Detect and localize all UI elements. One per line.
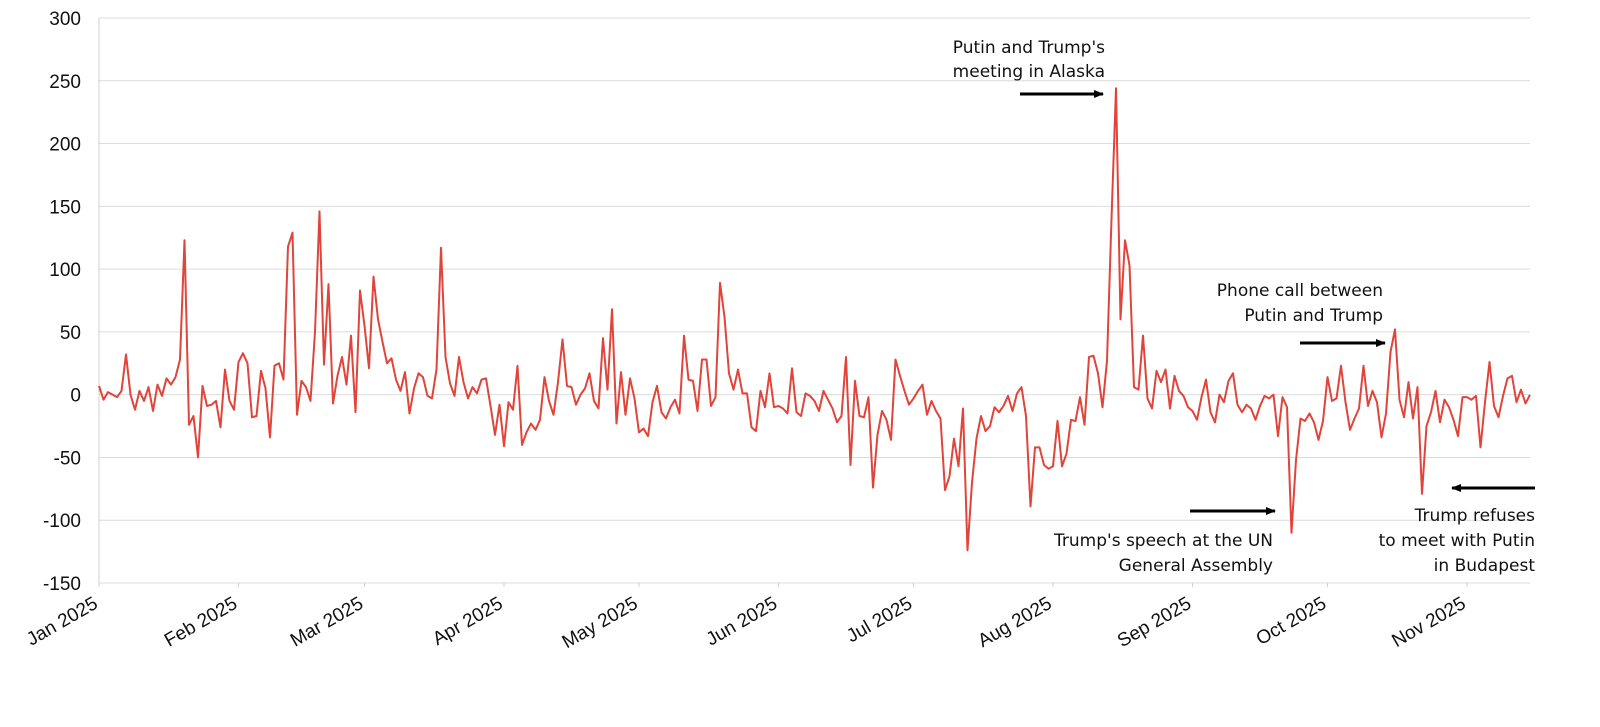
x-tick-label: Jan 2025 [23, 593, 101, 650]
plot [98, 87, 1531, 552]
annotation: Trump refuses to meet with Putin in Buda… [1379, 484, 1536, 576]
data-line [98, 87, 1531, 552]
y-tick-label: -150 [43, 574, 81, 595]
y-tick-label: 250 [49, 72, 81, 93]
x-tick-label: Nov 2025 [1389, 593, 1470, 652]
y-tick-label: 200 [49, 135, 81, 156]
annotation: Phone call between Putin and Trump [1217, 281, 1386, 347]
x-tick-label: May 2025 [559, 593, 642, 653]
annotation-text: in Budapest [1434, 556, 1536, 576]
x-tick-label: Jun 2025 [703, 593, 781, 650]
x-tick-label: Jul 2025 [843, 593, 916, 647]
x-tick-label: Apr 2025 [429, 593, 506, 650]
annotation-text: to meet with Putin [1379, 531, 1535, 551]
x-tick-label: Mar 2025 [287, 593, 367, 651]
y-tick-label: 100 [49, 260, 81, 281]
y-tick-label: 50 [60, 323, 81, 344]
grid [99, 17, 1530, 584]
annotation: Putin and Trump's meeting in Alaska [953, 38, 1105, 98]
annotation: Trump's speech at the UN General Assembl… [1053, 507, 1276, 576]
y-tick-label: 300 [49, 9, 81, 30]
x-tick-label: Feb 2025 [161, 593, 241, 651]
annotation-text: Phone call between [1217, 281, 1383, 301]
annotation-text: Putin and Trump [1244, 306, 1383, 326]
x-tick-label: Sep 2025 [1114, 593, 1195, 652]
annotation-text: meeting in Alaska [953, 62, 1105, 82]
annotation-text: Trump refuses [1414, 506, 1536, 526]
x-tick-label: Oct 2025 [1253, 593, 1330, 650]
y-tick-label: 0 [70, 386, 81, 407]
annotation-text: General Assembly [1119, 556, 1273, 576]
y-tick-label: -100 [43, 511, 81, 532]
x-tick-label: Aug 2025 [975, 593, 1056, 652]
y-tick-label: 150 [49, 197, 81, 218]
y-tick-label: -50 [54, 448, 81, 469]
annotation-text: Putin and Trump's [953, 38, 1105, 58]
annotation-text: Trump's speech at the UN [1053, 531, 1273, 551]
